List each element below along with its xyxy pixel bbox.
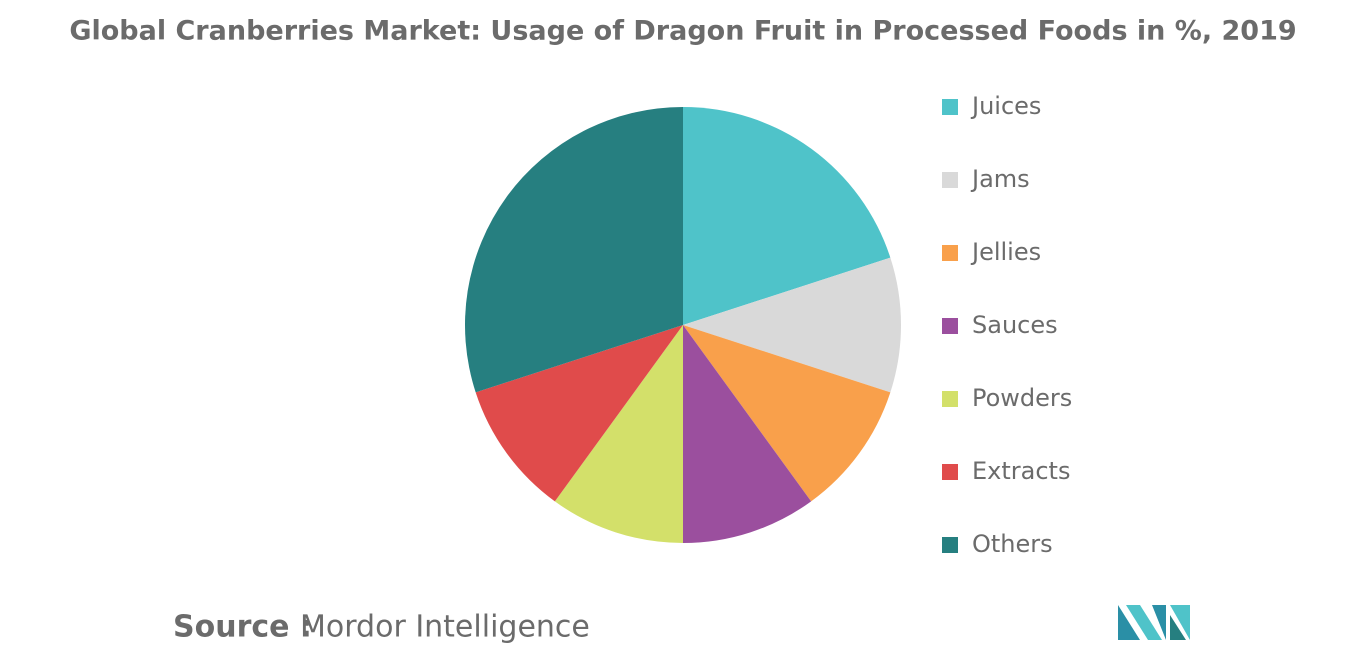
legend-swatch	[942, 537, 958, 553]
legend-swatch	[942, 464, 958, 480]
pie-slice	[683, 325, 891, 502]
legend-label: Others	[972, 530, 1053, 558]
legend-swatch	[942, 391, 958, 407]
legend-label: Jellies	[970, 238, 1041, 266]
legend-label: Juices	[970, 92, 1041, 120]
pie-slice	[464, 107, 683, 393]
legend-swatch	[942, 99, 958, 115]
legend-swatch	[942, 245, 958, 261]
logo	[1118, 605, 1190, 640]
legend-swatch	[942, 318, 958, 334]
pie-slice	[683, 257, 901, 393]
pie-slice	[683, 325, 812, 543]
pie-slice	[683, 107, 891, 325]
legend-label: Sauces	[972, 311, 1058, 339]
pie-slice	[554, 325, 683, 543]
chart-title: Global Cranberries Market: Usage of Drag…	[69, 16, 1296, 47]
legend-label: Powders	[972, 384, 1072, 412]
source-label: Source :	[173, 610, 312, 645]
legend-label: Extracts	[972, 457, 1070, 485]
source: Mordor Intelligence	[300, 610, 590, 645]
pie-slice	[475, 325, 683, 502]
legend-swatch	[942, 172, 958, 188]
legend-label: Jams	[970, 165, 1030, 193]
